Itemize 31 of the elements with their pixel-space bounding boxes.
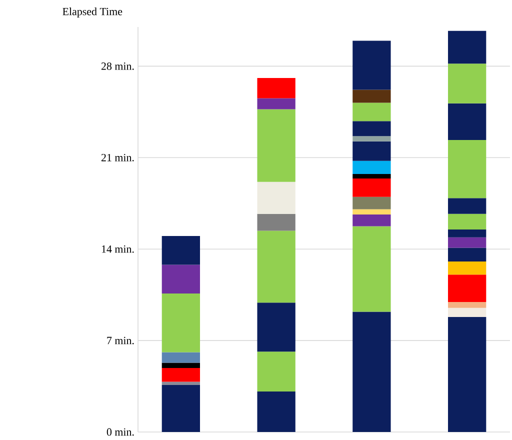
bar xyxy=(352,209,391,214)
y-tick-label: 21 min. xyxy=(101,154,134,162)
y-tick-label: 14 min. xyxy=(102,245,134,253)
bar xyxy=(162,236,200,265)
bar xyxy=(352,312,391,432)
bar xyxy=(448,317,486,432)
bar xyxy=(257,182,296,214)
bar xyxy=(352,40,391,90)
y-axis-title: Elapsed Time xyxy=(62,8,122,18)
bar xyxy=(162,264,200,294)
y-tick-label: 7 min. xyxy=(107,336,134,344)
y-tick-label: 28 min. xyxy=(101,62,134,70)
bar xyxy=(162,382,200,385)
bar xyxy=(448,237,486,248)
bar xyxy=(352,226,391,312)
bar xyxy=(448,302,486,308)
bar xyxy=(448,230,486,238)
bar xyxy=(448,262,486,275)
y-tick-label: 0 min. xyxy=(106,428,134,436)
bar xyxy=(352,196,391,210)
bar xyxy=(257,214,296,231)
bar xyxy=(352,160,391,174)
bar xyxy=(162,352,200,363)
bar xyxy=(352,136,391,142)
bar xyxy=(257,392,296,432)
bar xyxy=(162,362,200,368)
bar xyxy=(448,308,486,318)
bar xyxy=(448,30,486,64)
bar xyxy=(352,90,391,103)
bar xyxy=(162,384,200,432)
bar xyxy=(257,352,296,392)
